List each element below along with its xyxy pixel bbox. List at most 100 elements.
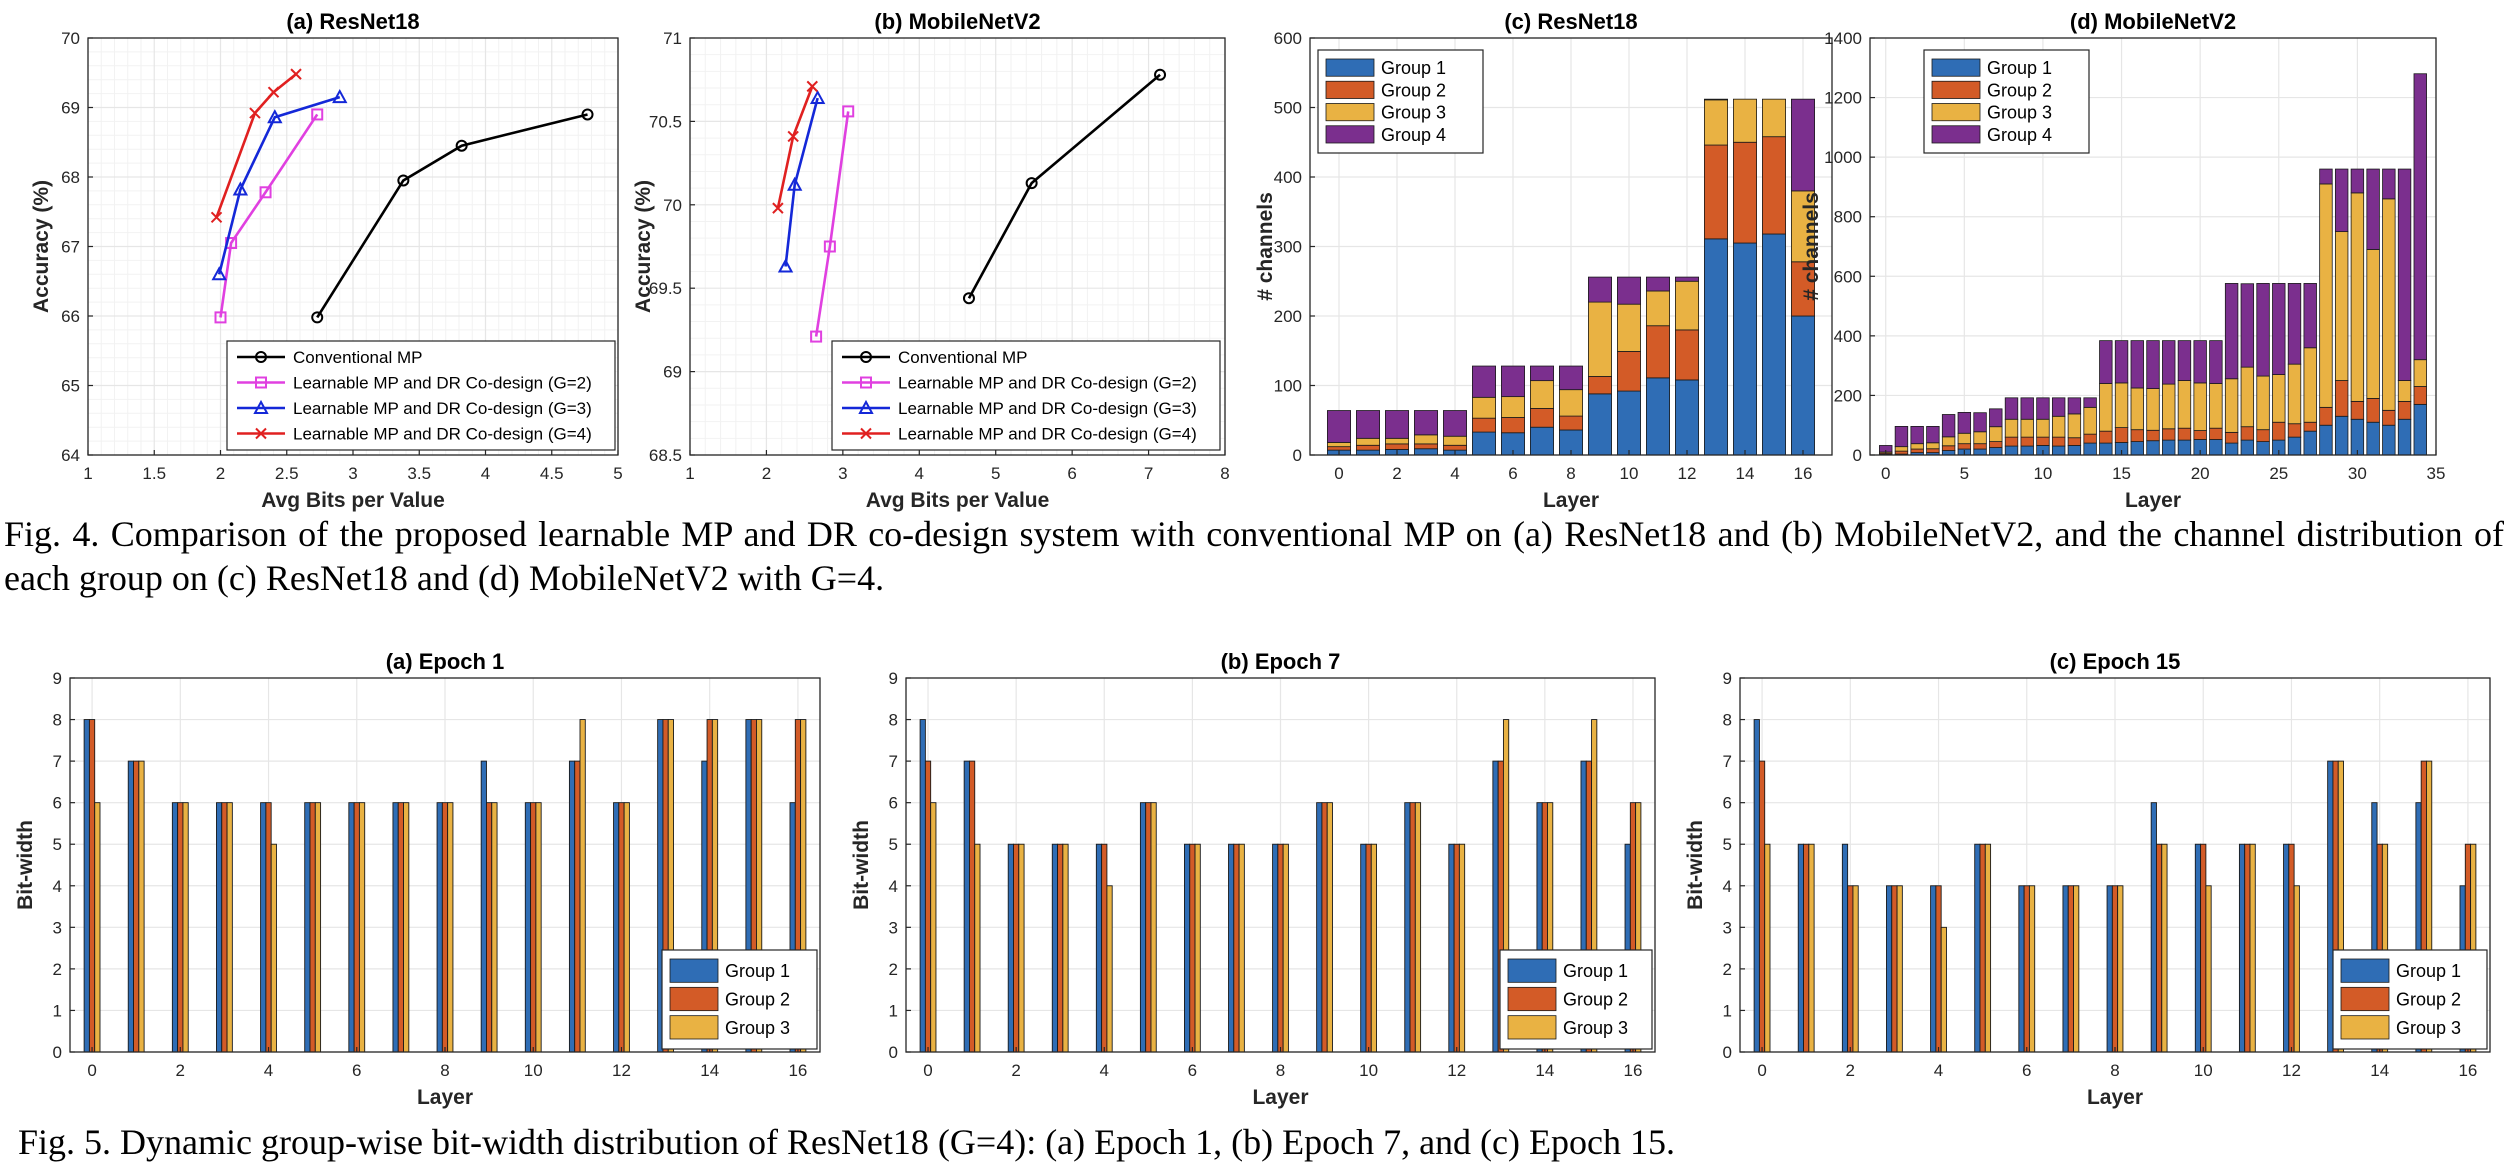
bar-segment — [2397, 400, 2412, 420]
x-tick-label: 4 — [915, 464, 924, 483]
x-tick-label: 0 — [1881, 464, 1890, 483]
y-tick-label: 2 — [1723, 960, 1732, 979]
bar — [2244, 843, 2251, 1053]
bar-segment — [2397, 168, 2412, 381]
bar-segment — [1385, 443, 1410, 450]
data-point — [255, 351, 267, 363]
x-tick-label: 5 — [1960, 464, 1969, 483]
x-tick-label: 15 — [2112, 464, 2131, 483]
x-tick-label: 4 — [1450, 464, 1459, 483]
y-tick-label: 200 — [1274, 307, 1302, 326]
bar — [2150, 802, 2157, 1053]
y-tick-label: 800 — [1834, 208, 1862, 227]
bar — [1370, 843, 1377, 1053]
bar-segment — [2114, 427, 2129, 443]
legend: Conventional MP Learnable MP and DR Co-de… — [226, 340, 616, 451]
bar-segment — [2146, 429, 2160, 442]
data-point — [232, 181, 249, 196]
bar-segment — [2256, 375, 2270, 431]
axes-box — [689, 37, 1226, 456]
bar-segment — [2224, 442, 2239, 456]
y-tick-label: 1400 — [1824, 29, 1862, 48]
bar-segment — [2240, 283, 2255, 368]
x-axis-label: Layer — [417, 1086, 473, 1109]
bar-segment — [1762, 98, 1787, 138]
bar — [2023, 885, 2030, 1053]
x-tick-label: 2 — [216, 464, 225, 483]
y-tick-label: 6 — [53, 794, 62, 813]
bar — [353, 802, 360, 1053]
bar — [963, 760, 970, 1053]
bar — [1841, 843, 1849, 1053]
bar-segment — [1762, 233, 1787, 456]
x-tick-label: 25 — [2269, 464, 2288, 483]
bar-segment — [2350, 400, 2365, 420]
bar — [138, 760, 145, 1053]
bar-segment — [2240, 366, 2255, 428]
data-point — [787, 176, 803, 191]
bar-segment — [1443, 410, 1468, 437]
x-tick-label: 14 — [2370, 1061, 2389, 1080]
bar — [480, 760, 487, 1053]
bar-segment — [1675, 280, 1700, 331]
bar-segment — [2036, 418, 2050, 438]
bar-segment — [2177, 340, 2192, 381]
bar — [930, 802, 937, 1053]
y-tick-label: 400 — [1834, 327, 1862, 346]
bar-segment — [2146, 340, 2160, 389]
bar — [2156, 843, 2163, 1053]
chart-title: (a) Epoch 1 — [386, 649, 505, 674]
y-tick-label: 9 — [1723, 669, 1732, 688]
legend-swatch — [1507, 1015, 1557, 1040]
bar — [309, 802, 316, 1053]
x-tick-label: 6 — [1067, 464, 1076, 483]
bar — [1316, 802, 1323, 1053]
bar-segment — [1501, 417, 1526, 434]
bar-segment — [2162, 383, 2176, 430]
legend-swatch — [1507, 986, 1557, 1012]
x-tick-label: 2 — [176, 1061, 185, 1080]
bar-segment — [2209, 340, 2223, 384]
bar-segment — [1530, 426, 1555, 456]
bar-segment — [2209, 427, 2223, 440]
bar-segment — [1327, 442, 1352, 448]
y-axis-label: Accuracy (%) — [30, 180, 53, 313]
bar-segment — [2366, 421, 2380, 456]
bar — [397, 802, 404, 1053]
bar-segment — [2020, 418, 2034, 438]
bar — [2073, 885, 2080, 1053]
bar — [1051, 843, 1059, 1053]
bar — [1013, 843, 1020, 1053]
bar-segment — [2083, 397, 2097, 408]
bar-segment — [2036, 397, 2050, 420]
legend-swatch — [2340, 958, 2390, 983]
legend-label: Learnable MP and DR Co-design (G=2) — [293, 374, 592, 393]
bar — [2288, 843, 2295, 1053]
x-tick-label: 1.5 — [142, 464, 166, 483]
bar — [1360, 843, 1367, 1053]
bar — [1007, 843, 1014, 1053]
y-tick-label: 6 — [889, 794, 898, 813]
bar-segment — [1530, 365, 1555, 382]
y-tick-label: 300 — [1274, 238, 1302, 257]
legend-swatch — [1931, 58, 1981, 77]
chart-1: 1 2 3 4 5 6 7 8 68.5 69 69.5 70 70.5 71 (b) MobileNetV… — [632, 9, 1230, 512]
bar-segment — [2382, 168, 2396, 200]
bar-segment — [2366, 168, 2380, 250]
bar-segment — [2036, 436, 2050, 446]
bar-segment — [1443, 435, 1468, 446]
bar-segment — [1762, 136, 1787, 235]
bar — [392, 802, 399, 1053]
x-tick-label: 35 — [2427, 464, 2446, 483]
data-point — [777, 258, 794, 273]
x-tick-label: 6 — [1508, 464, 1517, 483]
bar — [177, 802, 184, 1053]
data-point — [823, 240, 836, 253]
chart-title: (b) Epoch 7 — [1221, 649, 1341, 674]
bar-segment — [2099, 442, 2113, 456]
y-tick-label: 1 — [53, 1001, 62, 1020]
bar-segment — [1617, 351, 1642, 392]
bar-segment — [2162, 340, 2176, 385]
x-tick-label: 2 — [762, 464, 771, 483]
